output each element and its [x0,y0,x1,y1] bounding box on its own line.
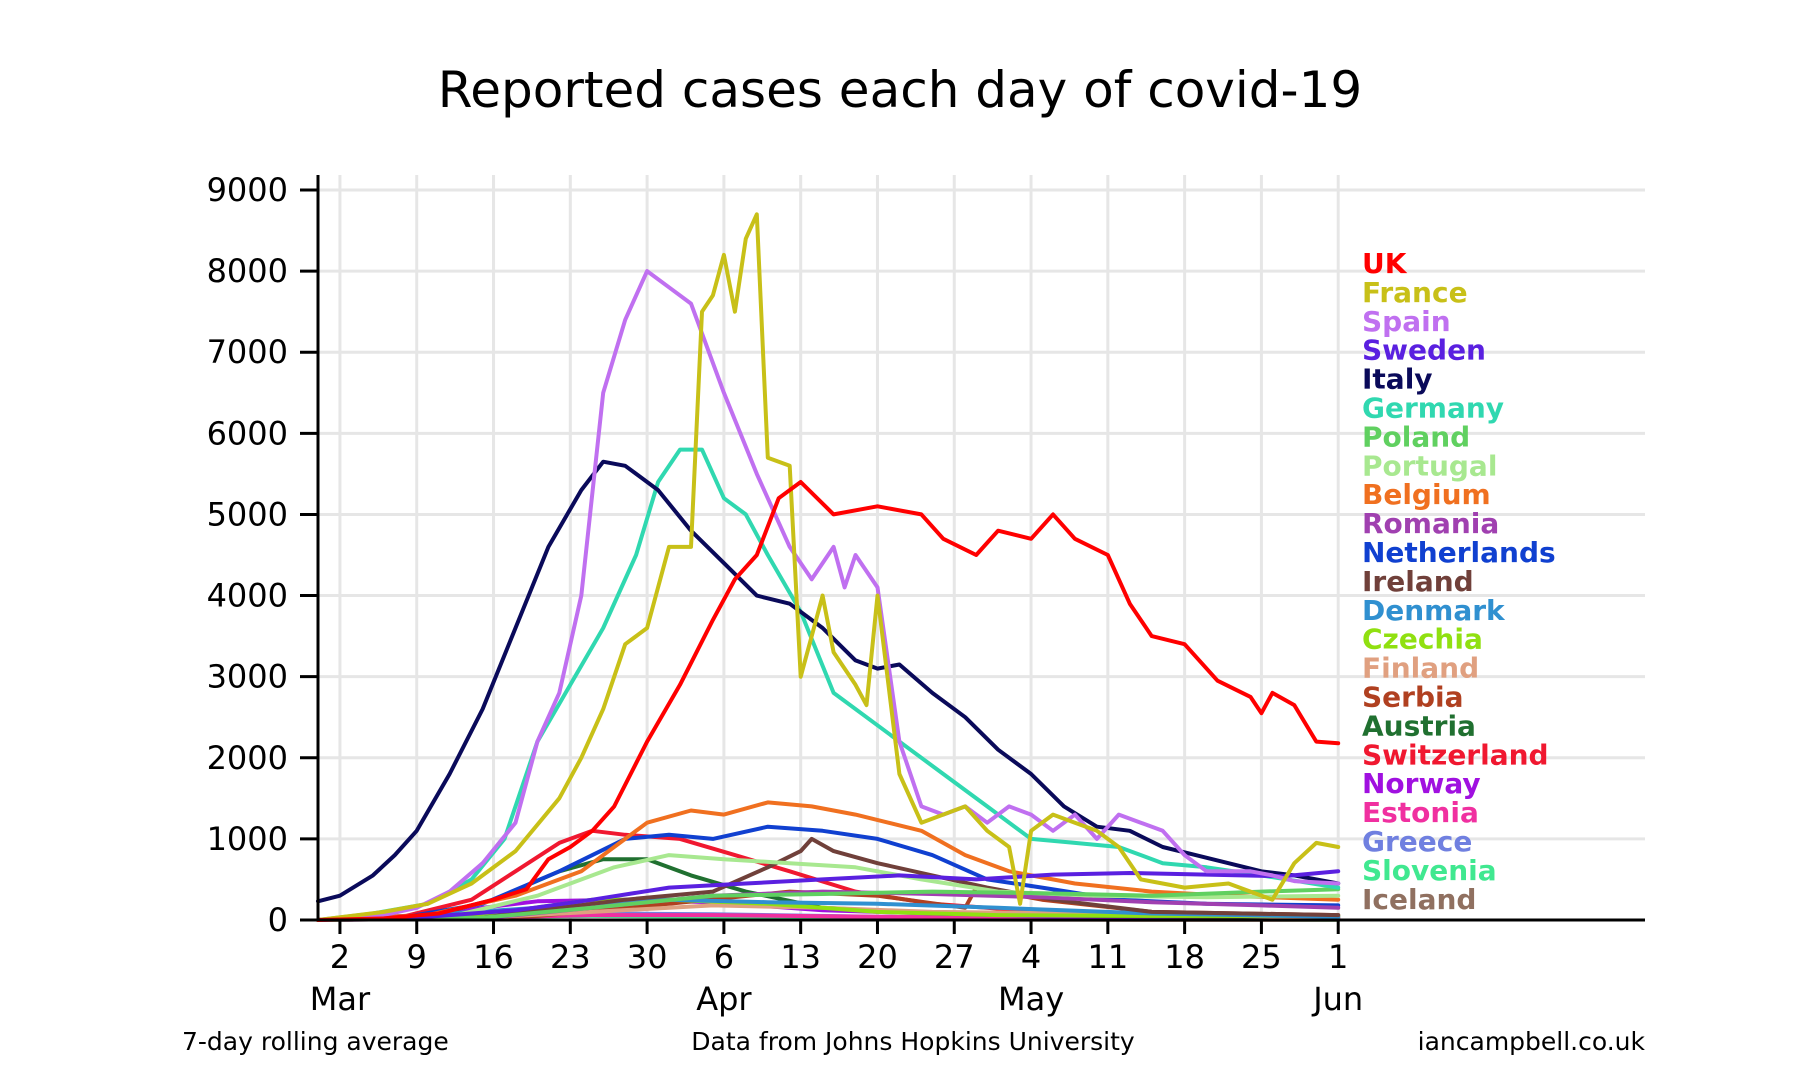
series-line-spain [316,269,1341,922]
x-tick-label: 25 [1241,938,1282,976]
y-tick-label: 4000 [207,577,288,615]
axis-layer: 0 1000 2000 3000 4000 5000 6000 7000 8000 9000 2 9 1… [207,171,1645,1018]
y-tick-label: 6000 [207,414,288,452]
x-month-label: May [998,980,1064,1018]
legend-item-germany: Germany [1362,392,1504,425]
legend-item-czechia: Czechia [1362,623,1483,656]
legend-item-austria: Austria [1362,709,1476,742]
x-tick-label: 18 [1164,938,1205,976]
x-tick-label: 13 [780,938,821,976]
series-line-france [316,212,1341,922]
legend-item-norway: Norway [1362,767,1481,800]
series-line-belgium [316,800,1341,922]
legend-item-serbia: Serbia [1362,681,1464,714]
x-month-label: Mar [310,980,371,1018]
legend-item-denmark: Denmark [1362,594,1506,627]
series-line-italy [316,459,1341,904]
x-tick-label: 1 [1328,938,1348,976]
footer-left-note: 7-day rolling average [182,1027,449,1056]
x-month-label: Jun [1311,980,1363,1018]
grid-layer [318,175,1645,920]
series-line-sweden [316,869,1341,922]
legend-item-sweden: Sweden [1362,334,1486,367]
legend-item-netherlands: Netherlands [1362,536,1556,569]
x-tick-label: 11 [1087,938,1128,976]
footer-site-note: iancampbell.co.uk [1418,1027,1646,1056]
y-tick-label: 9000 [207,171,288,209]
y-tick-label: 7000 [207,333,288,371]
legend-item-uk: UK [1362,247,1408,280]
series-line-uk [316,480,1341,922]
y-tick-label: 1000 [207,820,288,858]
legend-item-finland: Finland [1362,652,1479,685]
x-tick-label: 2 [330,938,350,976]
legend-item-poland: Poland [1362,420,1470,453]
y-tick-label: 3000 [207,658,288,696]
footer-source-note: Data from Johns Hopkins University [691,1027,1135,1056]
legend-item-iceland: Iceland [1362,883,1476,916]
chart-title: Reported cases each day of covid-19 [438,61,1362,119]
x-tick-label: 23 [550,938,591,976]
y-tick-label: 2000 [207,739,288,777]
y-tick-label: 5000 [207,495,288,533]
x-tick-label: 4 [1021,938,1041,976]
x-month-label: Apr [696,980,752,1018]
legend-item-france: France [1362,276,1468,309]
legend-item-switzerland: Switzerland [1362,738,1549,771]
x-tick-label: 9 [407,938,427,976]
legend-item-spain: Spain [1362,305,1451,338]
series-line-germany [316,447,1341,922]
legend-item-ireland: Ireland [1362,565,1474,598]
x-tick-label: 20 [857,938,898,976]
legend-item-belgium: Belgium [1362,478,1491,511]
series-line-poland [316,887,1341,922]
legend-item-portugal: Portugal [1362,449,1497,482]
legend: UKFranceSpainSwedenItalyGermanyPolandPor… [1362,247,1556,916]
legend-item-estonia: Estonia [1362,796,1479,829]
legend-item-romania: Romania [1362,507,1499,540]
legend-item-greece: Greece [1362,825,1472,858]
x-tick-label: 16 [473,938,514,976]
legend-item-slovenia: Slovenia [1362,854,1497,887]
x-tick-label: 30 [627,938,668,976]
legend-item-italy: Italy [1362,363,1433,396]
y-tick-label: 8000 [207,252,288,290]
x-tick-label: 6 [714,938,734,976]
series-layer [316,212,1341,922]
y-tick-label: 0 [268,901,288,939]
x-tick-label: 27 [934,938,975,976]
